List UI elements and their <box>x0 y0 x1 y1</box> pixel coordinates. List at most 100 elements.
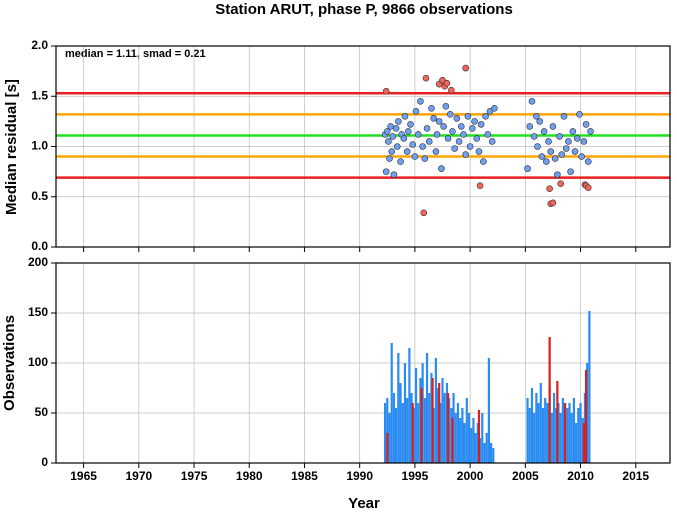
bar <box>561 398 564 463</box>
point <box>491 105 498 112</box>
point <box>528 97 536 105</box>
bar <box>423 398 426 463</box>
bar <box>588 311 591 463</box>
y-axis-label: Observations <box>1 315 18 411</box>
bar <box>392 393 396 463</box>
bar <box>559 413 562 463</box>
bar <box>566 408 569 463</box>
point <box>551 155 559 162</box>
bar <box>485 433 488 463</box>
bar <box>388 413 391 463</box>
bar <box>446 393 450 463</box>
bar <box>417 403 420 463</box>
bar <box>555 408 558 463</box>
point <box>557 180 564 187</box>
point <box>453 115 461 122</box>
point <box>392 125 400 132</box>
point <box>457 123 465 130</box>
point <box>409 141 416 148</box>
y-axis-label: Median residual [s] <box>3 79 20 215</box>
point <box>464 113 472 120</box>
point <box>476 182 484 189</box>
bar <box>419 378 422 463</box>
bar <box>465 398 468 463</box>
bar <box>383 403 387 463</box>
bar <box>572 398 576 463</box>
bar <box>467 413 471 463</box>
point <box>569 128 577 135</box>
point <box>432 148 440 155</box>
point <box>451 145 458 152</box>
bar <box>430 373 433 463</box>
point <box>482 113 489 120</box>
bar <box>401 403 404 463</box>
point <box>573 135 581 142</box>
x-tick-label: 1970 <box>125 469 152 483</box>
point <box>389 133 397 140</box>
bar <box>556 381 559 463</box>
bar <box>584 370 588 463</box>
y-tick-label: 200 <box>28 255 48 269</box>
point <box>466 143 474 150</box>
bar <box>412 408 415 463</box>
point <box>460 131 467 138</box>
bar <box>390 343 393 463</box>
point <box>393 143 401 150</box>
bar <box>459 418 462 463</box>
point <box>423 125 431 132</box>
point <box>420 209 428 217</box>
point <box>382 87 390 95</box>
bar <box>397 353 400 463</box>
y-tick-label: 100 <box>28 355 48 369</box>
point <box>448 86 455 94</box>
point <box>462 151 470 158</box>
bar <box>492 448 495 463</box>
bar <box>399 383 402 463</box>
point <box>443 79 451 87</box>
point <box>560 113 568 120</box>
bar <box>541 408 545 463</box>
bar <box>528 408 531 463</box>
x-tick-label: 2005 <box>512 469 539 483</box>
y-tick-label: 1.5 <box>31 88 48 102</box>
point <box>584 158 592 165</box>
point <box>401 113 409 120</box>
x-tick-label: 1980 <box>236 469 263 483</box>
point <box>562 145 570 152</box>
bar <box>448 398 451 463</box>
bar <box>490 443 493 463</box>
bar <box>577 408 580 463</box>
point <box>422 74 430 82</box>
point <box>530 133 538 140</box>
point <box>390 171 398 178</box>
bar <box>420 388 423 463</box>
point <box>565 138 572 145</box>
bar <box>411 403 414 463</box>
bar <box>548 337 551 463</box>
point <box>587 128 594 135</box>
y-tick-label: 1.0 <box>31 139 48 153</box>
bar <box>557 403 560 463</box>
bar <box>425 353 429 463</box>
point <box>558 151 566 158</box>
x-tick-label: 2010 <box>567 469 594 483</box>
point <box>395 118 402 125</box>
point <box>407 121 414 128</box>
bar <box>395 408 398 463</box>
y-tick-label: 0.0 <box>31 239 48 253</box>
bar <box>403 363 407 463</box>
x-tick-label: 1985 <box>291 469 318 483</box>
x-tick-label: 1995 <box>402 469 429 483</box>
point <box>526 123 534 130</box>
point <box>411 153 419 160</box>
bar <box>386 398 389 463</box>
bar <box>432 408 435 463</box>
point <box>417 97 424 105</box>
bar <box>530 388 534 463</box>
point <box>455 138 463 145</box>
bar <box>552 393 556 463</box>
bar <box>568 403 571 463</box>
point <box>446 111 454 118</box>
point <box>475 148 483 155</box>
